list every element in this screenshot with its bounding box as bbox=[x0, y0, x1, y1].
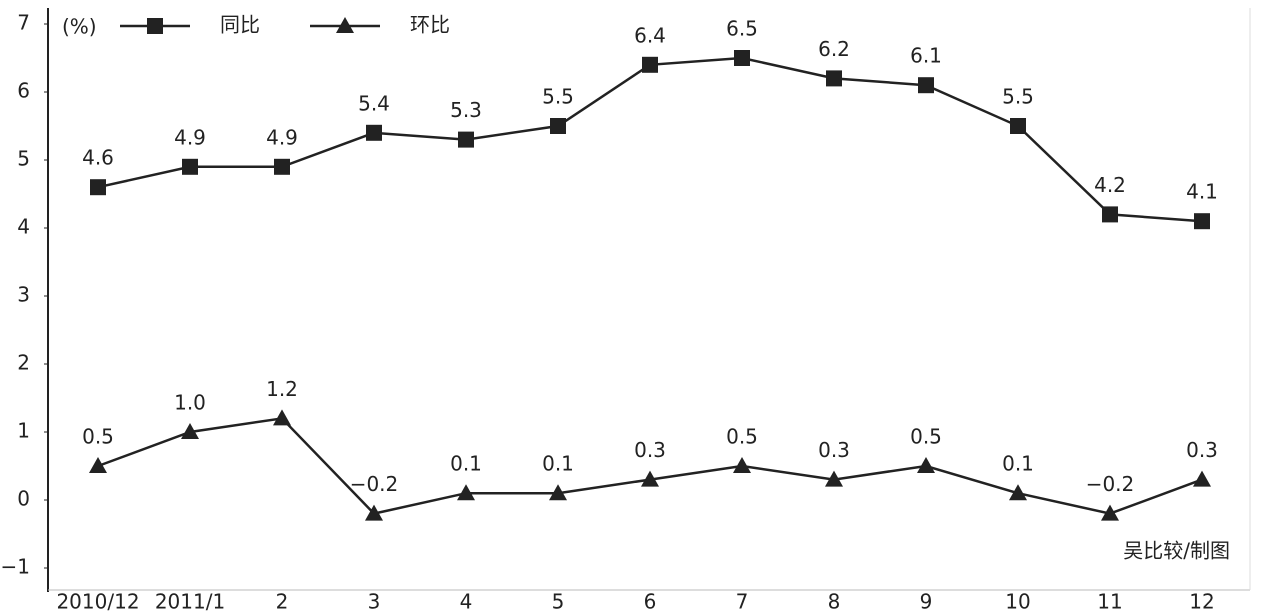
data-point bbox=[273, 409, 291, 425]
data-label: 6.4 bbox=[634, 23, 666, 47]
y-tick-label: 2 bbox=[17, 351, 30, 375]
x-tick-label: 6 bbox=[644, 590, 657, 614]
data-label: 6.2 bbox=[818, 37, 850, 61]
x-tick-label: 5 bbox=[552, 590, 565, 614]
chart: (%) 吴比较/制图 −1012345672010/122011/1234567… bbox=[0, 0, 1266, 614]
data-point bbox=[733, 457, 751, 473]
y-tick-label: 5 bbox=[17, 147, 30, 171]
data-label: 4.6 bbox=[82, 146, 114, 170]
series-line bbox=[98, 58, 1202, 221]
data-point bbox=[918, 77, 934, 93]
x-tick-label: 8 bbox=[828, 590, 841, 614]
data-label: 4.9 bbox=[174, 125, 206, 149]
data-label: 4.9 bbox=[266, 125, 298, 149]
data-label: 6.5 bbox=[726, 17, 758, 41]
data-point bbox=[917, 457, 935, 473]
data-label: 4.1 bbox=[1186, 180, 1218, 204]
x-tick-label: 2011/1 bbox=[155, 590, 225, 614]
x-tick-label: 2010/12 bbox=[56, 590, 139, 614]
data-label: 0.3 bbox=[818, 438, 850, 462]
data-point bbox=[274, 159, 290, 175]
data-label: −0.2 bbox=[1086, 472, 1135, 496]
data-label: 0.3 bbox=[1186, 438, 1218, 462]
data-label: 1.0 bbox=[174, 391, 206, 415]
data-label: 0.1 bbox=[1002, 452, 1034, 476]
data-point bbox=[458, 132, 474, 148]
data-label: 1.2 bbox=[266, 377, 298, 401]
data-label: 6.1 bbox=[910, 44, 942, 68]
data-label: 0.1 bbox=[542, 452, 574, 476]
data-point bbox=[1010, 118, 1026, 134]
data-point bbox=[1102, 206, 1118, 222]
x-tick-label: 4 bbox=[460, 590, 473, 614]
x-tick-label: 11 bbox=[1097, 590, 1122, 614]
y-tick-label: 0 bbox=[17, 487, 30, 511]
y-tick-label: 3 bbox=[17, 283, 30, 307]
y-tick-label: 7 bbox=[17, 11, 30, 35]
x-tick-label: 12 bbox=[1189, 590, 1214, 614]
data-label: 0.1 bbox=[450, 452, 482, 476]
data-point bbox=[90, 179, 106, 195]
x-tick-label: 7 bbox=[736, 590, 749, 614]
unit-label: (%) bbox=[62, 15, 97, 39]
data-label: −0.2 bbox=[350, 472, 399, 496]
data-point bbox=[1194, 213, 1210, 229]
y-tick-label: −1 bbox=[1, 555, 30, 579]
data-label: 4.2 bbox=[1094, 173, 1126, 197]
series-line bbox=[98, 418, 1202, 513]
data-label: 5.5 bbox=[1002, 85, 1034, 109]
y-tick-label: 1 bbox=[17, 419, 30, 443]
data-point bbox=[826, 70, 842, 86]
data-label: 0.5 bbox=[910, 425, 942, 449]
data-label: 0.5 bbox=[82, 425, 114, 449]
x-tick-label: 10 bbox=[1005, 590, 1030, 614]
x-tick-label: 3 bbox=[368, 590, 381, 614]
y-tick-label: 4 bbox=[17, 215, 30, 239]
data-point bbox=[366, 125, 382, 141]
data-label: 5.4 bbox=[358, 91, 390, 115]
data-point bbox=[734, 50, 750, 66]
data-point bbox=[642, 57, 658, 73]
y-tick-label: 6 bbox=[17, 79, 30, 103]
data-point bbox=[1193, 471, 1211, 487]
x-tick-label: 2 bbox=[276, 590, 289, 614]
data-label: 5.3 bbox=[450, 98, 482, 122]
legend-marker bbox=[147, 18, 163, 34]
credit: 吴比较/制图 bbox=[1123, 539, 1230, 563]
legend-label: 同比 bbox=[220, 13, 260, 37]
data-point bbox=[182, 159, 198, 175]
legend-label: 环比 bbox=[410, 13, 450, 37]
data-point bbox=[550, 118, 566, 134]
data-label: 0.5 bbox=[726, 425, 758, 449]
data-label: 5.5 bbox=[542, 85, 574, 109]
data-label: 0.3 bbox=[634, 438, 666, 462]
x-tick-label: 9 bbox=[920, 590, 933, 614]
